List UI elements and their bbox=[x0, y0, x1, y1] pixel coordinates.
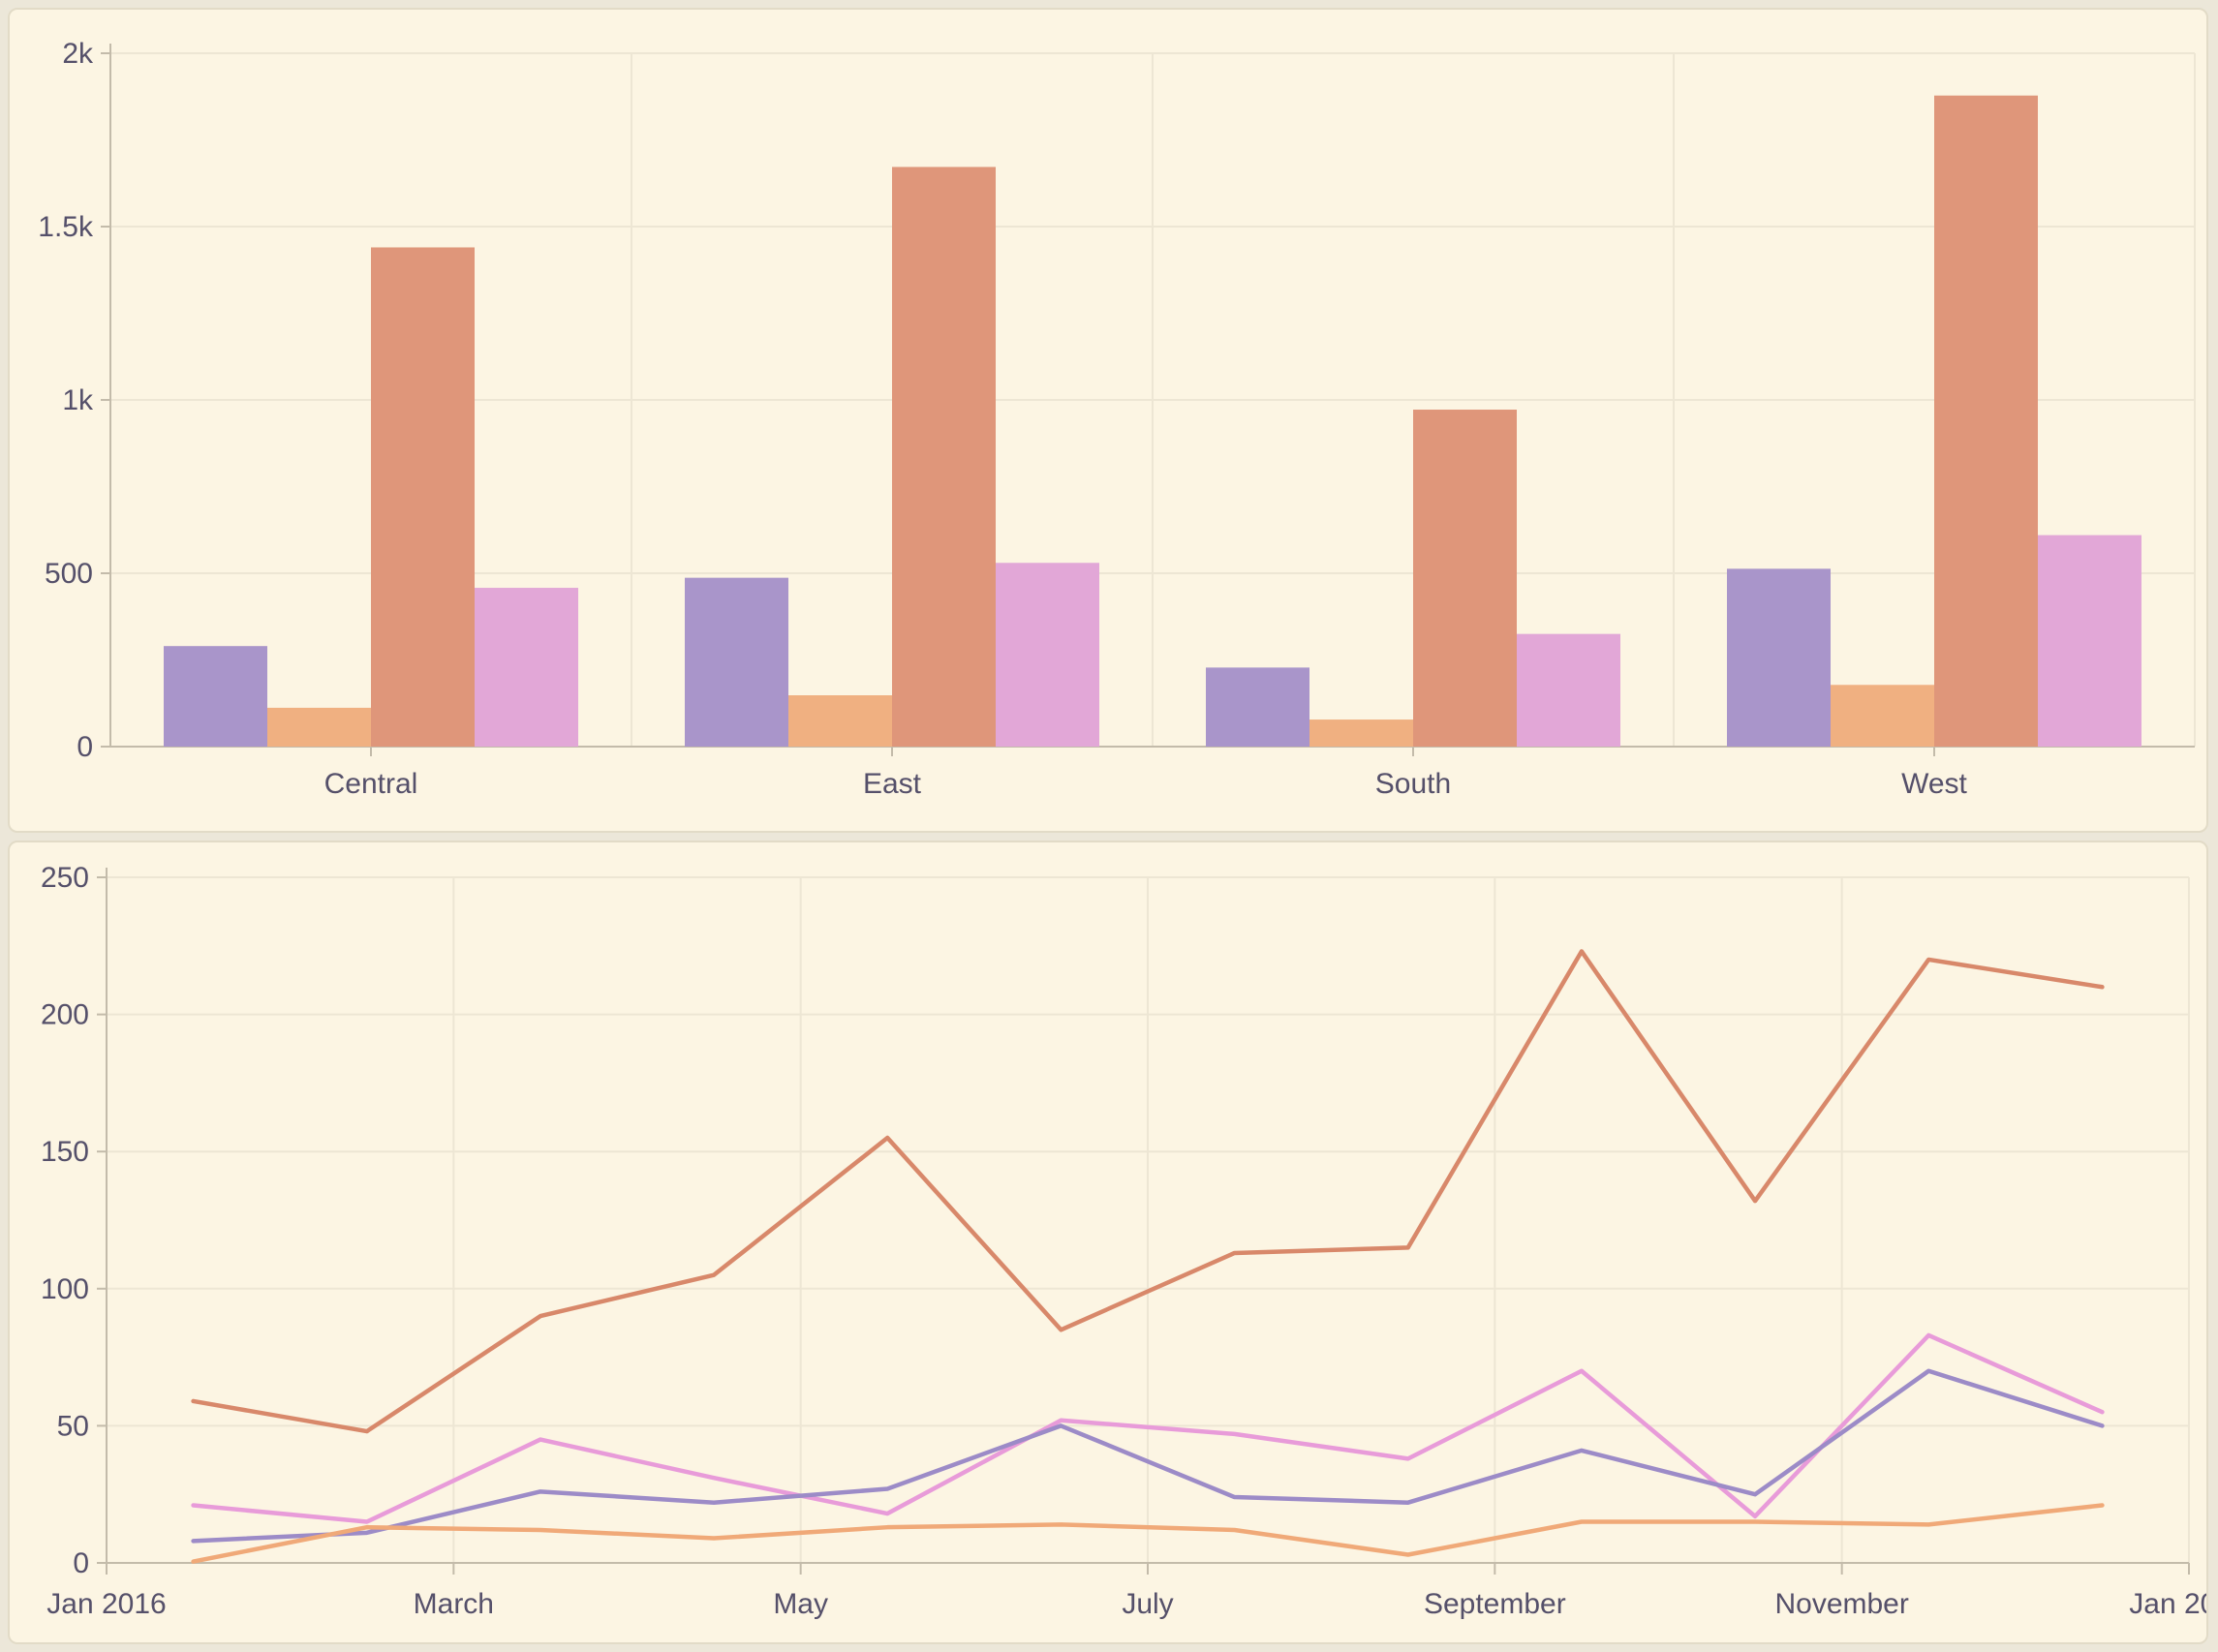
bar-central-purple-series[interactable] bbox=[164, 646, 267, 747]
bar-west-terracotta-series[interactable] bbox=[1934, 95, 2038, 747]
y-axis-tick-label: 50 bbox=[57, 1410, 89, 1442]
x-axis-category-label: Central bbox=[324, 768, 418, 800]
bar-central-orchid-series[interactable] bbox=[475, 588, 578, 747]
bar-south-terracotta-series[interactable] bbox=[1413, 410, 1517, 747]
line-purple-series[interactable] bbox=[191, 1368, 2105, 1544]
bar-south-light-orange-series[interactable] bbox=[1309, 719, 1413, 747]
x-axis-tick-label: Jan 2016 bbox=[46, 1588, 166, 1620]
x-axis-category-label: South bbox=[1375, 768, 1451, 800]
bar-west-orchid-series[interactable] bbox=[2038, 535, 2141, 747]
y-axis-tick-label: 200 bbox=[41, 999, 89, 1031]
y-axis-tick-label: 1.5k bbox=[38, 211, 94, 243]
y-axis-tick-label: 150 bbox=[41, 1136, 89, 1168]
x-axis-tick-label: November bbox=[1774, 1588, 1908, 1620]
x-axis-tick-label: Jan 2017 bbox=[2129, 1588, 2206, 1620]
bar-east-orchid-series[interactable] bbox=[996, 563, 1099, 747]
x-axis-category-label: East bbox=[863, 768, 922, 800]
x-axis-category-label: West bbox=[1901, 768, 1967, 800]
bar-east-terracotta-series[interactable] bbox=[892, 167, 996, 747]
x-axis-tick-label: September bbox=[1424, 1588, 1566, 1620]
monthly-line-chart: 0 50 100 150 200 250 Jan 2016 March May July Septe… bbox=[41, 862, 2206, 1620]
y-axis-tick-label: 0 bbox=[77, 731, 93, 763]
line-orchid-series[interactable] bbox=[191, 1332, 2105, 1524]
bar-east-purple-series[interactable] bbox=[685, 577, 788, 747]
bar-west-purple-series[interactable] bbox=[1727, 568, 1831, 747]
y-axis-tick-label: 2k bbox=[62, 38, 94, 70]
x-axis-tick-label: March bbox=[414, 1588, 494, 1620]
bar-central-terracotta-series[interactable] bbox=[371, 247, 475, 748]
bar-south-purple-series[interactable] bbox=[1206, 667, 1309, 747]
y-axis-tick-label: 1k bbox=[62, 384, 94, 416]
bar-south-orchid-series[interactable] bbox=[1517, 633, 1620, 747]
bar-east-light-orange-series[interactable] bbox=[788, 695, 892, 747]
y-axis-tick-label: 100 bbox=[41, 1273, 89, 1305]
bar-chart-panel: 0 500 1k 1.5k 2k Central East South West bbox=[8, 8, 2208, 833]
line-chart-panel: 0 50 100 150 200 250 Jan 2016 March May July Septe… bbox=[8, 841, 2208, 1644]
y-axis-tick-label: 0 bbox=[73, 1547, 89, 1579]
y-axis-tick-label: 500 bbox=[45, 558, 93, 590]
bar-west-light-orange-series[interactable] bbox=[1831, 685, 1934, 747]
grouped-bar-chart: 0 500 1k 1.5k 2k Central East South West bbox=[38, 38, 2196, 800]
axes: 0 50 100 150 200 250 bbox=[41, 862, 2190, 1579]
line-light-orange-series[interactable] bbox=[191, 1503, 2105, 1564]
y-axis-tick-label: 250 bbox=[41, 862, 89, 894]
line-terracotta-series[interactable] bbox=[191, 949, 2105, 1434]
x-axis-tick-label: July bbox=[1122, 1588, 1173, 1620]
bar-central-light-orange-series[interactable] bbox=[267, 707, 371, 747]
x-axis-tick-label: May bbox=[773, 1588, 828, 1620]
